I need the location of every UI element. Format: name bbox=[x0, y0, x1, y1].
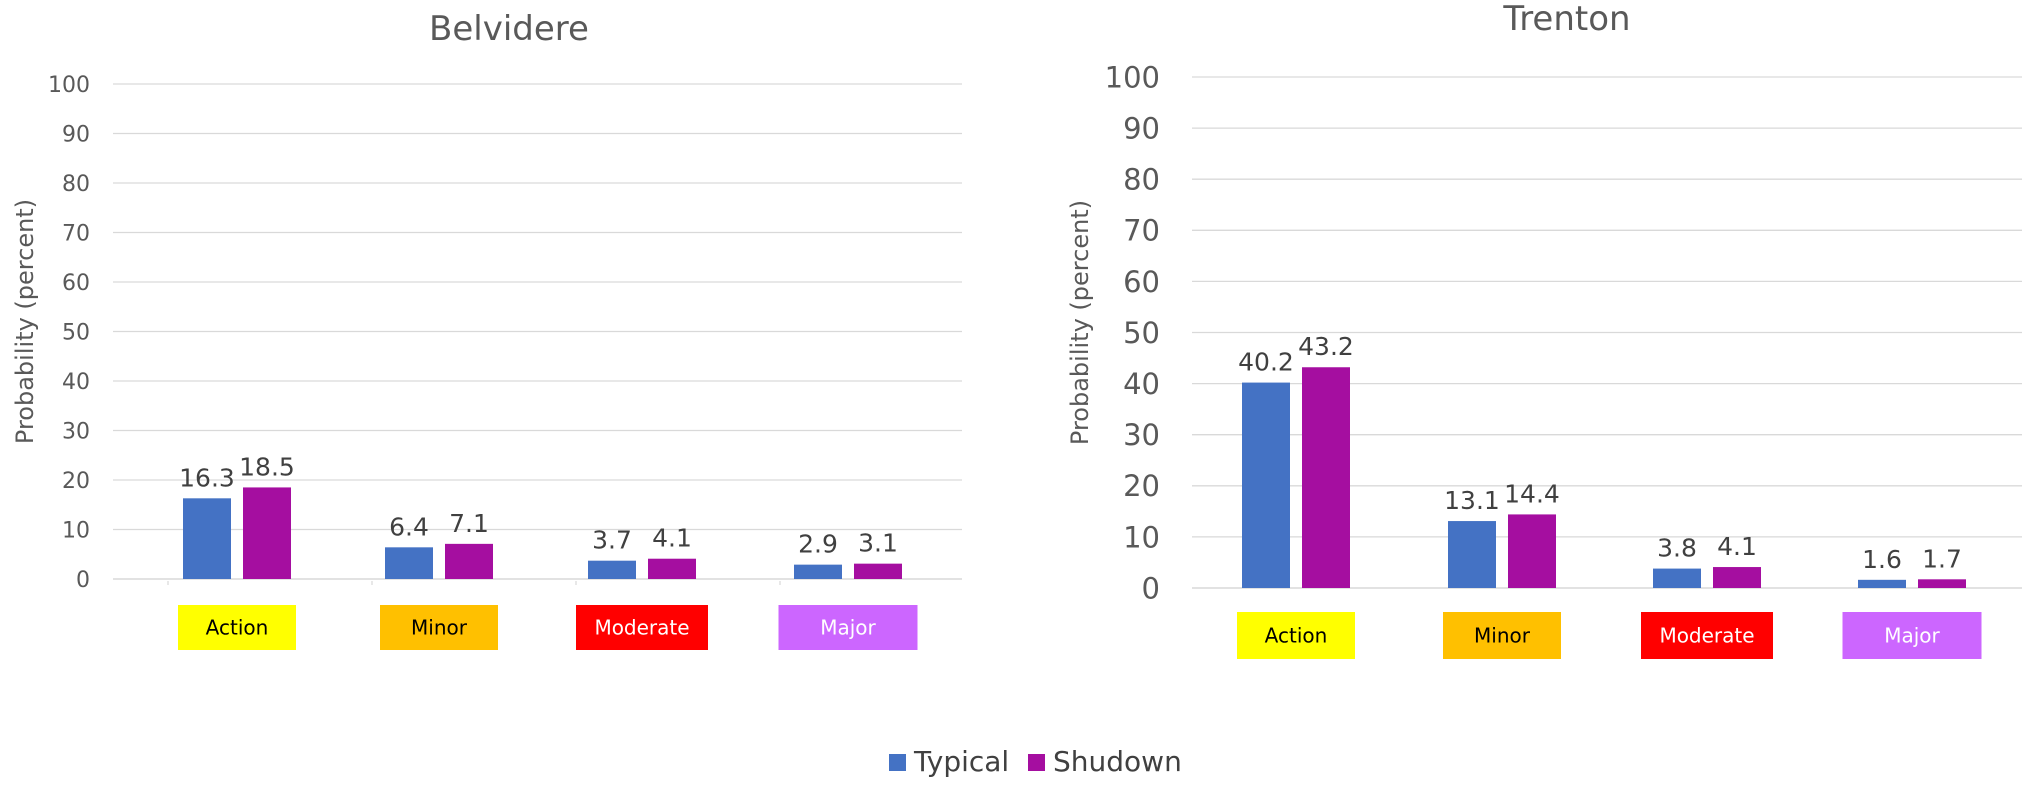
bar-typical-moderate bbox=[588, 560, 636, 579]
data-label: 3.1 bbox=[858, 529, 898, 558]
category-label-action: Action bbox=[206, 616, 269, 640]
category-box-moderate bbox=[576, 605, 708, 650]
bar-shudown-moderate bbox=[648, 558, 696, 579]
bar-typical-minor bbox=[385, 547, 433, 579]
category-label-major: Major bbox=[1884, 624, 1940, 648]
y-axis-label: Probability (percent) bbox=[11, 199, 39, 444]
data-label: 40.2 bbox=[1238, 348, 1294, 377]
chart-title: Trenton bbox=[1502, 0, 1630, 39]
bar-shudown-action bbox=[243, 487, 291, 579]
y-tick-label: 70 bbox=[62, 221, 90, 246]
chart-1: Trenton 0 10 20 30 40 50 60 70 80 90 100 Probability… bbox=[1066, 0, 2022, 659]
bar-shudown-action bbox=[1302, 367, 1350, 588]
bar-typical-action bbox=[183, 498, 231, 579]
data-label: 2.9 bbox=[798, 530, 838, 559]
bar-shudown-major bbox=[1918, 579, 1966, 588]
data-label: 3.7 bbox=[592, 526, 632, 555]
bar-typical-major bbox=[794, 564, 842, 579]
y-tick-label: 80 bbox=[1123, 163, 1160, 197]
data-label: 6.4 bbox=[389, 512, 429, 541]
category-label-minor: Minor bbox=[1474, 624, 1531, 648]
legend-swatch-typical bbox=[889, 754, 906, 771]
bar-shudown-moderate bbox=[1713, 567, 1761, 588]
bar-shudown-minor bbox=[1508, 514, 1556, 588]
data-label: 14.4 bbox=[1504, 479, 1560, 508]
data-label: 43.2 bbox=[1298, 332, 1354, 361]
data-label: 1.7 bbox=[1922, 544, 1962, 573]
category-label-major: Major bbox=[820, 616, 876, 640]
data-label: 7.1 bbox=[449, 509, 489, 538]
bar-shudown-major bbox=[854, 563, 902, 579]
category-box-minor bbox=[1443, 612, 1561, 659]
data-label: 16.3 bbox=[179, 463, 235, 492]
category-label-moderate: Moderate bbox=[1659, 624, 1754, 648]
bar-typical-moderate bbox=[1653, 568, 1701, 588]
data-label: 4.1 bbox=[1717, 532, 1757, 561]
legend-label-shudown: Shudown bbox=[1053, 745, 1182, 778]
category-box-moderate bbox=[1641, 612, 1773, 659]
chart-title: Belvidere bbox=[429, 9, 589, 49]
y-tick-label: 90 bbox=[1123, 112, 1160, 146]
category-label-action: Action bbox=[1265, 624, 1328, 648]
data-label: 4.1 bbox=[652, 524, 692, 553]
y-tick-label: 0 bbox=[76, 568, 90, 593]
y-tick-label: 10 bbox=[1123, 520, 1160, 554]
y-tick-label: 100 bbox=[48, 73, 90, 98]
category-box-major bbox=[1842, 612, 1982, 659]
y-tick-label: 70 bbox=[1123, 214, 1160, 248]
y-tick-label: 10 bbox=[62, 518, 90, 543]
category-box-action bbox=[178, 605, 296, 650]
y-tick-label: 30 bbox=[62, 419, 90, 444]
y-tick-label: 50 bbox=[1123, 316, 1160, 350]
y-tick-label: 20 bbox=[62, 469, 90, 494]
bar-typical-major bbox=[1858, 579, 1906, 588]
y-tick-label: 40 bbox=[62, 370, 90, 395]
y-tick-label: 80 bbox=[62, 172, 90, 197]
category-label-minor: Minor bbox=[411, 616, 468, 640]
y-tick-label: 20 bbox=[1123, 469, 1160, 503]
data-label: 13.1 bbox=[1444, 486, 1500, 515]
legend: Typical Shudown bbox=[889, 745, 1182, 778]
bar-typical-action bbox=[1242, 382, 1290, 588]
y-tick-label: 60 bbox=[1123, 265, 1160, 299]
y-tick-label: 40 bbox=[1123, 367, 1160, 401]
legend-swatch-shudown bbox=[1028, 754, 1045, 771]
data-label: 1.6 bbox=[1862, 545, 1902, 574]
data-label: 3.8 bbox=[1657, 534, 1697, 563]
bar-typical-minor bbox=[1448, 521, 1496, 588]
category-box-major bbox=[778, 605, 918, 650]
y-tick-label: 60 bbox=[62, 271, 90, 296]
legend-label-typical: Typical bbox=[913, 745, 1009, 778]
category-label-moderate: Moderate bbox=[594, 616, 689, 640]
y-axis-label: Probability (percent) bbox=[1066, 200, 1094, 445]
data-label: 18.5 bbox=[239, 452, 295, 481]
y-tick-label: 0 bbox=[1142, 571, 1160, 605]
bar-shudown-minor bbox=[445, 543, 493, 579]
category-box-minor bbox=[380, 605, 498, 650]
y-tick-label: 90 bbox=[62, 122, 90, 147]
y-tick-label: 100 bbox=[1105, 60, 1160, 94]
y-tick-label: 50 bbox=[62, 320, 90, 345]
chart-0: Belvidere 0 10 20 30 40 50 60 70 80 90 100 Probabili… bbox=[11, 9, 962, 650]
category-box-action bbox=[1237, 612, 1355, 659]
y-tick-label: 30 bbox=[1123, 418, 1160, 452]
